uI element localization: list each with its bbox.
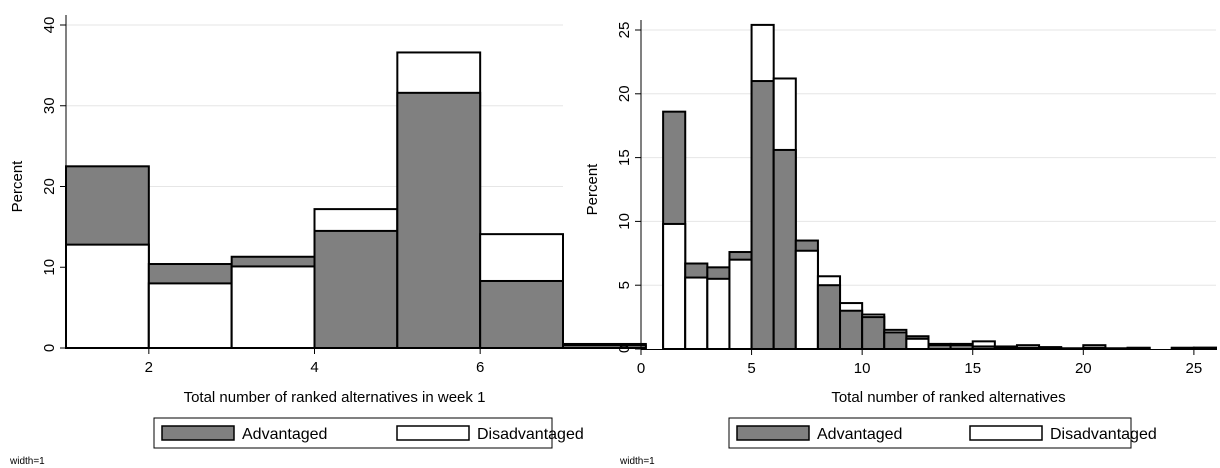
bar-advantaged [1126, 347, 1151, 350]
bar-disadvantaged [1170, 347, 1195, 350]
bar-advantaged [772, 148, 797, 350]
y-tick-label: 5 [616, 281, 633, 289]
chart-0: 0 10 20 30 40 2 4 6 Total number of ranked alter… [9, 15, 647, 449]
left-chart-note: width=1 [10, 456, 45, 467]
bar-advantaged [396, 91, 482, 349]
bar-disadvantaged [662, 222, 687, 350]
x-tick-label: 15 [964, 360, 981, 377]
y-tick-label: 0 [41, 344, 58, 352]
bar-disadvantaged [1104, 347, 1129, 350]
y-tick-label: 10 [41, 259, 58, 276]
bar-advantaged [313, 229, 399, 350]
x-tick-label: 2 [145, 359, 153, 376]
bar-advantaged [927, 344, 952, 350]
bar-advantaged [479, 279, 564, 350]
y-tick-label: 25 [616, 22, 633, 39]
y-axis-title: Percent [584, 163, 601, 216]
legend: Advantaged Disadvantaged [153, 417, 584, 449]
bar-disadvantaged [562, 344, 647, 350]
bar-disadvantaged [905, 337, 930, 350]
legend: Advantaged Disadvantaged [728, 417, 1157, 449]
x-tick-label: 25 [1186, 360, 1203, 377]
right-chart-note: width=1 [620, 456, 655, 467]
y-tick-label: 20 [41, 178, 58, 195]
chart-1: 0 5 10 15 20 25 0 5 10 15 20 25 Total number of rank… [584, 20, 1218, 449]
bar-disadvantaged [706, 277, 731, 351]
legend-swatch-disadvantaged [396, 425, 470, 441]
bar-disadvantaged [728, 258, 753, 350]
bar-advantaged [883, 331, 908, 350]
bar-disadvantaged [1192, 346, 1218, 350]
legend-label-disadvantaged: Disadvantaged [477, 426, 584, 443]
x-tick-label: 10 [854, 360, 871, 377]
y-tick-label: 15 [616, 149, 633, 166]
x-tick-label: 6 [476, 359, 484, 376]
bar-advantaged [750, 80, 775, 350]
x-tick-label: 5 [747, 360, 755, 377]
legend-label-disadvantaged: Disadvantaged [1050, 426, 1157, 443]
y-tick-label: 10 [616, 213, 633, 230]
bar-advantaged [949, 344, 974, 350]
bar-advantaged [993, 346, 1018, 350]
bar-disadvantaged [1060, 347, 1085, 350]
y-tick-label: 20 [616, 85, 633, 102]
legend-label-advantaged: Advantaged [242, 426, 327, 443]
bar-disadvantaged [230, 265, 316, 350]
bar-advantaged [1038, 346, 1063, 350]
y-tick-label: 30 [41, 97, 58, 114]
x-axis-title: Total number of ranked alternatives in w… [184, 389, 486, 406]
bar-disadvantaged [147, 282, 233, 349]
y-tick-label: 40 [41, 17, 58, 34]
x-axis-title: Total number of ranked alternatives [831, 389, 1065, 406]
bar-disadvantaged [794, 249, 819, 350]
y-axis-title: Percent [9, 160, 26, 213]
legend-swatch-disadvantaged [969, 425, 1043, 441]
legend-swatch-advantaged [161, 425, 235, 441]
y-tick-label: 0 [616, 345, 633, 353]
bar-advantaged [1082, 346, 1107, 350]
x-tick-label: 20 [1075, 360, 1092, 377]
bar-advantaged [971, 345, 996, 350]
bar-disadvantaged [684, 276, 709, 351]
legend-swatch-advantaged [736, 425, 810, 441]
legend-label-advantaged: Advantaged [817, 426, 902, 443]
bar-advantaged [816, 284, 842, 351]
bar-advantaged [839, 309, 864, 350]
bar-disadvantaged [65, 243, 150, 349]
bar-advantaged [861, 316, 886, 351]
x-tick-label: 0 [637, 360, 645, 377]
bar-advantaged [1015, 346, 1041, 350]
x-tick-label: 4 [310, 359, 318, 376]
